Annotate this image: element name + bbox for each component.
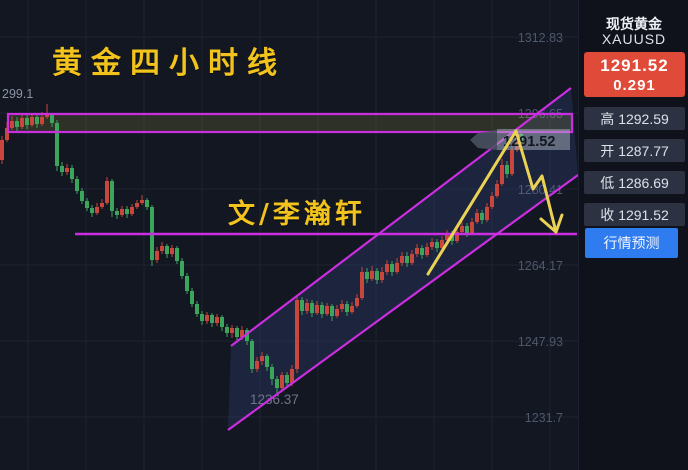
stat-high-label: 高 bbox=[600, 110, 615, 127]
market-forecast-button[interactable]: 行情预测 bbox=[585, 228, 678, 258]
author-byline-overlay: 文/李瀚轩 bbox=[228, 199, 366, 230]
chart-title-overlay: 黄金四小时线 bbox=[52, 46, 286, 81]
stat-close-value: 1291.52 bbox=[618, 206, 669, 223]
price-change: 0.291 bbox=[613, 76, 656, 94]
last-price: 1291.52 bbox=[600, 55, 669, 75]
svg-text:1264.17: 1264.17 bbox=[518, 259, 563, 273]
instrument-symbol: XAUUSD bbox=[601, 31, 667, 47]
stat-low-label: 低 bbox=[600, 174, 615, 191]
instrument-name: 现货黄金 bbox=[606, 16, 662, 32]
stat-low-value: 1286.69 bbox=[618, 174, 669, 191]
forecast-arrow bbox=[426, 129, 564, 276]
svg-text:1247.93: 1247.93 bbox=[518, 335, 563, 349]
crosshair-price-tag: 1291.52 bbox=[470, 129, 570, 150]
stat-high: 高 1292.59 bbox=[584, 107, 685, 130]
stat-open-label: 开 bbox=[600, 142, 615, 159]
svg-text:299.1: 299.1 bbox=[2, 87, 33, 101]
svg-text:1231.7: 1231.7 bbox=[525, 411, 563, 425]
stat-high-value: 1292.59 bbox=[618, 110, 669, 127]
stat-close-label: 收 bbox=[600, 206, 615, 223]
trend-drawings bbox=[6, 87, 579, 431]
stat-close: 收 1291.52 bbox=[584, 203, 685, 226]
quote-sidebar: 现货黄金 XAUUSD 1291.52 0.291 高 1292.59 开 12… bbox=[578, 0, 688, 470]
stat-low: 低 1286.69 bbox=[584, 171, 685, 194]
swing-low-label: 1236.37 bbox=[250, 392, 299, 407]
svg-text:1312.83: 1312.83 bbox=[518, 31, 563, 45]
last-price-box: 1291.52 0.291 bbox=[584, 52, 685, 97]
stat-open: 开 1287.77 bbox=[584, 139, 685, 162]
stat-open-value: 1287.77 bbox=[618, 142, 669, 159]
svg-text:1291.52: 1291.52 bbox=[503, 134, 555, 150]
y-axis-labels: 1312.831296.651280.411264.171247.931231.… bbox=[2, 31, 563, 425]
